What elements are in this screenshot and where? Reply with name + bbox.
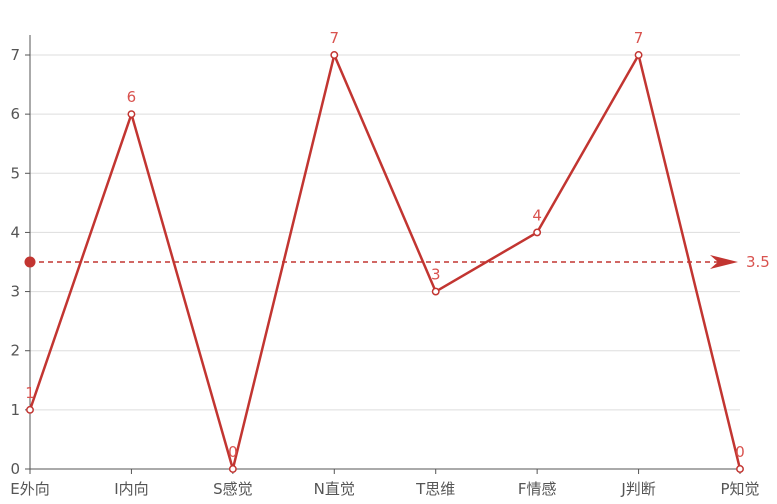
data-label: 0 [228, 443, 238, 461]
y-tick-label: 5 [10, 164, 20, 182]
data-labels: 1 6 0 7 3 4 7 0 [25, 29, 745, 461]
data-label: 7 [330, 29, 340, 47]
y-tick-label: 1 [10, 401, 20, 419]
x-tick-label: S感觉 [213, 480, 253, 498]
data-point[interactable] [330, 51, 339, 59]
data-label: 0 [735, 443, 745, 461]
x-tick-label: F情感 [518, 480, 557, 498]
x-tick-label: N直觉 [314, 480, 355, 498]
y-tick-label: 4 [10, 223, 20, 241]
x-tick-label: P知觉 [720, 480, 759, 498]
grid-lines [30, 54, 740, 411]
y-tick-label: 6 [10, 105, 20, 123]
mark-line-arrow [710, 255, 738, 269]
data-label: 1 [25, 384, 35, 402]
data-point[interactable] [431, 287, 440, 296]
data-point[interactable] [634, 51, 643, 59]
data-points [26, 51, 744, 473]
data-label: 3 [431, 266, 441, 284]
data-point[interactable] [736, 465, 744, 473]
data-label: 6 [127, 88, 137, 106]
y-tick-label: 0 [10, 460, 20, 478]
x-tick-label: I内向 [114, 480, 148, 498]
data-point[interactable] [127, 110, 136, 119]
x-tick-label: E外向 [10, 480, 49, 498]
data-point[interactable] [26, 405, 34, 414]
mark-line-label: 3.5 [746, 253, 770, 271]
series-polyline [28, 53, 742, 471]
data-label: 7 [634, 29, 644, 47]
data-point[interactable] [533, 228, 542, 237]
data-label: 4 [532, 206, 542, 224]
y-tick-label: 7 [10, 46, 20, 64]
data-point[interactable] [228, 465, 237, 473]
x-tick-label: J判断 [620, 480, 655, 498]
y-tick-label: 3 [10, 283, 20, 301]
axes: 0 1 2 3 4 5 6 7 E外向 I内向 S感觉 N直觉 T思维 F情感 J判断 P知觉 [10, 35, 760, 498]
average-mark-line: 3.5 [24, 253, 770, 271]
series-line [28, 53, 742, 471]
x-tick-label: T思维 [415, 480, 455, 498]
y-tick-label: 2 [10, 342, 20, 360]
